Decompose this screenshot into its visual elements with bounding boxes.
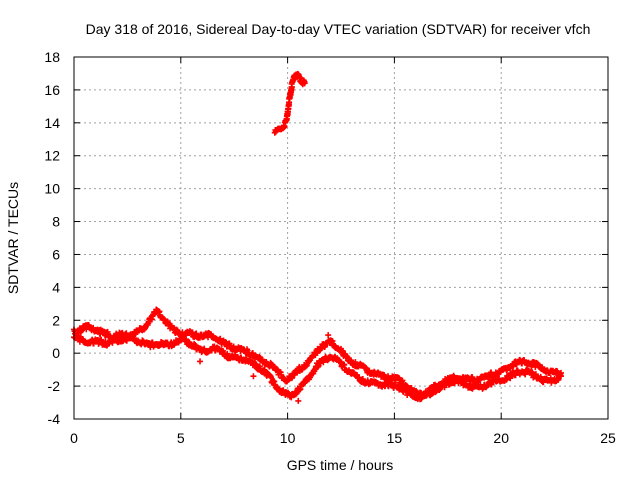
data-point <box>295 397 302 404</box>
x-tick-label: 0 <box>70 430 78 446</box>
x-tick-label: 15 <box>387 430 403 446</box>
y-tick-label: 14 <box>44 115 60 131</box>
x-tick-label: 25 <box>600 430 616 446</box>
y-axis-label: SDTVAR / TECUs <box>5 182 21 294</box>
y-tick-label: 8 <box>52 214 60 230</box>
x-tick-label: 20 <box>493 430 509 446</box>
plot-frame <box>73 56 609 420</box>
y-tick-label: 12 <box>44 148 60 164</box>
data-point <box>197 358 204 365</box>
data-points <box>71 70 565 404</box>
y-tick-label: 18 <box>44 49 60 65</box>
data-point <box>325 332 332 339</box>
x-tick-label: 10 <box>280 430 296 446</box>
y-tick-labels: -4 -2 0 2 4 6 8 10 12 14 16 18 <box>44 49 60 427</box>
data-point <box>250 373 257 380</box>
y-tick-label: 0 <box>52 345 60 361</box>
y-tick-label: -2 <box>48 378 61 394</box>
grid-lines <box>74 57 608 419</box>
data-point <box>558 373 565 380</box>
y-tick-label: 2 <box>52 312 60 328</box>
y-tick-label: 4 <box>52 279 60 295</box>
y-tick-label: 10 <box>44 181 60 197</box>
y-tick-label: -4 <box>48 411 61 427</box>
x-axis-label: GPS time / hours <box>287 457 394 473</box>
x-tick-label: 5 <box>177 430 185 446</box>
y-tick-label: 6 <box>52 246 60 262</box>
x-tick-labels: 0 5 10 15 20 25 <box>70 430 616 446</box>
chart-title: Day 318 of 2016, Sidereal Day-to-day VTE… <box>86 21 591 37</box>
axis-ticks <box>73 56 609 420</box>
data-point <box>301 80 308 87</box>
y-tick-label: 16 <box>44 82 60 98</box>
